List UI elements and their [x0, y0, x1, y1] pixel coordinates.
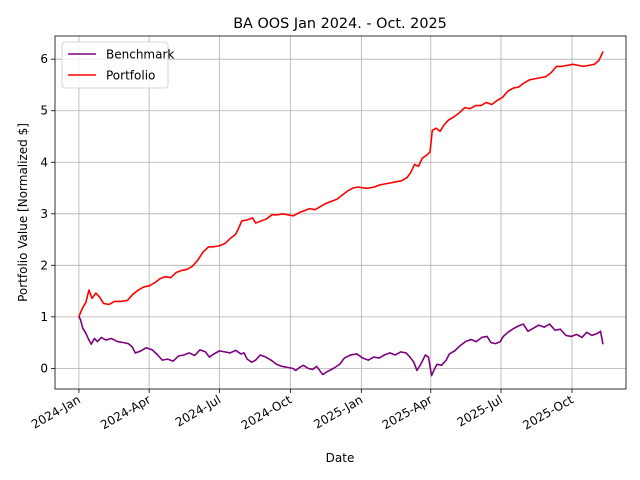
series-line-benchmark	[78, 316, 604, 377]
y-tick-label: 2	[40, 258, 48, 272]
y-tick-label: 6	[40, 52, 48, 66]
y-tick-label: 0	[40, 361, 48, 375]
y-axis-ticks: 0 1 2 3 4 5 6	[40, 52, 55, 375]
plot-area-frame	[54, 35, 627, 390]
y-tick-label: 4	[40, 155, 48, 169]
legend-label-portfolio: Portfolio	[106, 69, 155, 83]
x-axis-label: Date	[326, 451, 355, 465]
y-tick-label: 1	[40, 310, 48, 324]
y-tick-label: 5	[40, 104, 48, 118]
series-lines	[78, 51, 604, 377]
y-axis-label: Portfolio Value [Normalized $]	[16, 123, 30, 302]
y-tick-label: 3	[40, 207, 48, 221]
grid	[55, 36, 626, 389]
legend-label-benchmark: Benchmark	[106, 48, 174, 62]
series-line-portfolio	[78, 51, 604, 318]
chart-title: BA OOS Jan 2024. - Oct. 2025	[233, 16, 447, 32]
legend: Benchmark Portfolio	[61, 41, 174, 89]
